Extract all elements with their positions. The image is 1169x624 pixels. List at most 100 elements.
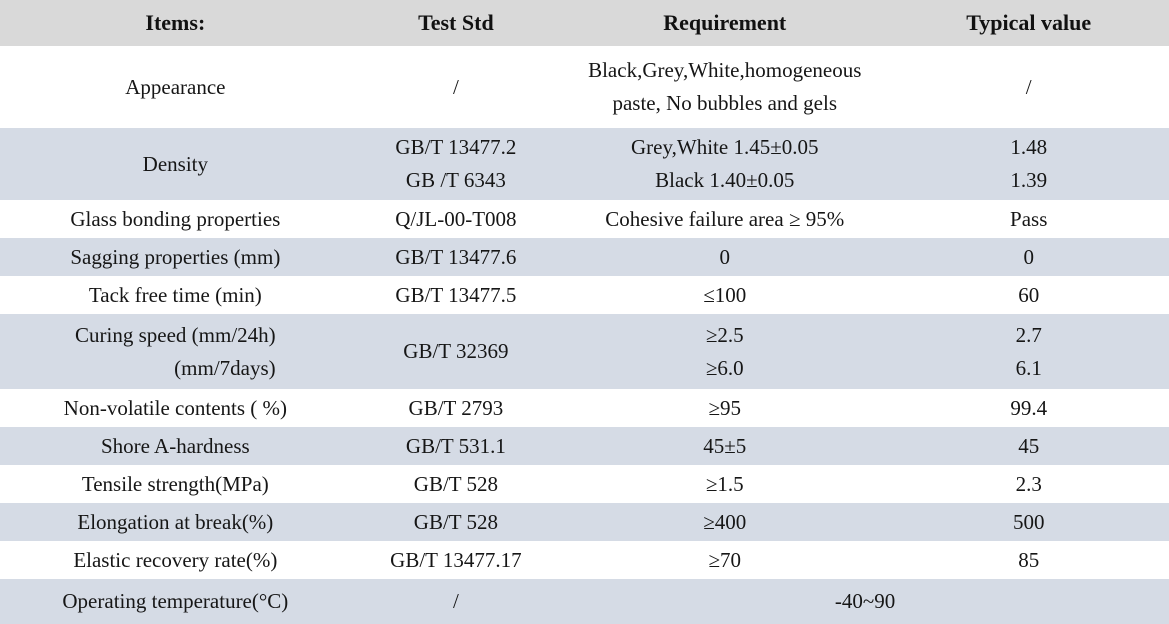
cell-requirement: ≥70 [561, 541, 888, 579]
cell-text: 85 [1018, 547, 1040, 572]
cell-text: ≤100 [703, 282, 747, 307]
cell-test-std: GB/T 528 [351, 465, 561, 503]
cell-typical-value: 2.7 6.1 [888, 314, 1169, 389]
cell-requirement: ≤100 [561, 276, 888, 314]
cell-text: -40~90 [834, 589, 896, 613]
cell-text: 60 [1018, 282, 1040, 307]
cell-test-std: GB/T 13477.17 [351, 541, 561, 579]
cell-typical-value: Pass [888, 200, 1169, 238]
cell-test-std: / [351, 46, 561, 128]
row-sagging: Sagging properties (mm) GB/T 13477.6 0 0 [0, 238, 1169, 276]
cell-text: 99.4 [1010, 395, 1048, 420]
cell-text: Tack free time (min) [88, 282, 262, 307]
row-curing-speed: Curing speed (mm/24h) (mm/7days) GB/T 32… [0, 314, 1169, 389]
cell-item: Operating temperature(°C) [0, 579, 351, 624]
cell-text: Tensile strength(MPa) [81, 471, 269, 496]
header-typical-value: Typical value [888, 0, 1169, 46]
cell-text: Pass [1010, 206, 1048, 231]
row-operating-temperature: Operating temperature(°C) / -40~90 [0, 579, 1169, 624]
row-shore-hardness: Shore A-hardness GB/T 531.1 45±5 45 [0, 427, 1169, 465]
cell-text: GB/T 13477.17 [390, 547, 522, 572]
cell-test-std: GB/T 13477.5 [351, 276, 561, 314]
cell-test-std: GB/T 531.1 [350, 427, 562, 465]
cell-text: 2.7 [1015, 322, 1042, 347]
cell-item: Curing speed (mm/24h) (mm/7days) [0, 314, 351, 389]
cell-text: 45±5 [703, 433, 747, 458]
cell-text: GB/T 528 [413, 509, 498, 534]
cell-requirement-typical-merged: -40~90 [561, 579, 1169, 624]
spec-table-body: Appearance / Black,Grey,White,homogeneou… [0, 46, 1169, 624]
curing-speed-label-block: Curing speed (mm/24h) (mm/7days) [75, 319, 276, 385]
cell-text: Appearance [125, 74, 226, 99]
cell-typical-value: 1.48 1.39 [888, 128, 1169, 200]
cell-typical-value: 60 [888, 276, 1169, 314]
cell-requirement: ≥1.5 [561, 465, 888, 503]
cell-text: Glass bonding properties [70, 206, 281, 231]
cell-test-std: GB/T 32369 [350, 314, 562, 389]
cell-test-std: GB/T 13477.6 [350, 238, 562, 276]
cell-requirement: Cohesive failure area ≥ 95% [561, 200, 888, 238]
cell-text: GB/T 531.1 [405, 433, 506, 458]
cell-text: ≥95 [708, 395, 742, 420]
cell-requirement: Grey,White 1.45±0.05 Black 1.40±0.05 [561, 128, 889, 200]
cell-text: 1.48 [1010, 135, 1048, 159]
cell-test-std: GB/T 528 [350, 503, 562, 541]
cell-typical-value: / [888, 46, 1169, 128]
cell-test-std: Q/JL-00-T008 [351, 200, 561, 238]
cell-text: GB/T 2793 [408, 395, 504, 420]
cell-item: Elastic recovery rate(%) [0, 541, 351, 579]
cell-text: ≥2.5 [705, 322, 744, 347]
cell-text: 6.1 [1015, 355, 1042, 380]
cell-text: Operating temperature(°C) [62, 589, 289, 613]
cell-requirement: Black,Grey,White,homogeneous paste, No b… [561, 46, 888, 128]
cell-item: Tensile strength(MPa) [0, 465, 351, 503]
cell-text: Elongation at break(%) [77, 509, 274, 534]
cell-item: Non-volatile contents ( %) [0, 389, 351, 427]
cell-text: GB/T 32369 [403, 339, 509, 363]
cell-test-std: GB/T 2793 [351, 389, 561, 427]
cell-item: Glass bonding properties [0, 200, 351, 238]
cell-typical-value: 2.3 [888, 465, 1169, 503]
row-elongation: Elongation at break(%) GB/T 528 ≥400 500 [0, 503, 1169, 541]
cell-text: Curing speed (mm/24h) [75, 322, 276, 347]
cell-text: GB/T 13477.2 [395, 135, 517, 159]
cell-text: GB/T 13477.6 [395, 244, 517, 269]
cell-item: Elongation at break(%) [0, 503, 351, 541]
cell-typical-value: 0 [888, 238, 1169, 276]
cell-item: Appearance [0, 46, 351, 128]
cell-item: Sagging properties (mm) [0, 238, 351, 276]
cell-test-std: / [350, 579, 562, 624]
cell-text: ≥1.5 [705, 471, 744, 496]
row-density: Density GB/T 13477.2 GB /T 6343 Grey,Whi… [0, 128, 1169, 200]
cell-text: Shore A-hardness [100, 433, 250, 458]
cell-item: Tack free time (min) [0, 276, 351, 314]
cell-text: (mm/7days) [174, 355, 276, 380]
cell-text: Q/JL-00-T008 [395, 206, 517, 231]
cell-requirement: ≥95 [561, 389, 888, 427]
spec-table-header: Items: Test Std Requirement Typical valu… [0, 0, 1169, 46]
cell-text: Grey,White 1.45±0.05 [631, 135, 819, 159]
cell-text: Elastic recovery rate(%) [73, 547, 278, 572]
cell-requirement: ≥400 [561, 503, 889, 541]
header-items: Items: [0, 0, 351, 46]
cell-text: Black 1.40±0.05 [655, 168, 795, 192]
cell-text: paste, No bubbles and gels [612, 91, 838, 115]
cell-text: Non-volatile contents ( %) [63, 395, 288, 420]
cell-text: ≥400 [703, 509, 747, 534]
cell-text: / [452, 589, 459, 613]
header-requirement: Requirement [561, 0, 889, 46]
cell-typical-value: 85 [888, 541, 1169, 579]
cell-text: 1.39 [1010, 168, 1048, 192]
cell-text: ≥70 [708, 547, 742, 572]
cell-requirement: ≥2.5 ≥6.0 [561, 314, 889, 389]
cell-requirement: 0 [561, 238, 889, 276]
cell-test-std: GB/T 13477.2 GB /T 6343 [350, 128, 562, 200]
cell-text: / [452, 74, 459, 99]
cell-text: GB /T 6343 [405, 168, 506, 192]
cell-text: 45 [1018, 433, 1040, 458]
cell-typical-value: 500 [888, 503, 1169, 541]
row-appearance: Appearance / Black,Grey,White,homogeneou… [0, 46, 1169, 128]
cell-item: Shore A-hardness [0, 427, 351, 465]
cell-text: GB/T 528 [413, 471, 498, 496]
